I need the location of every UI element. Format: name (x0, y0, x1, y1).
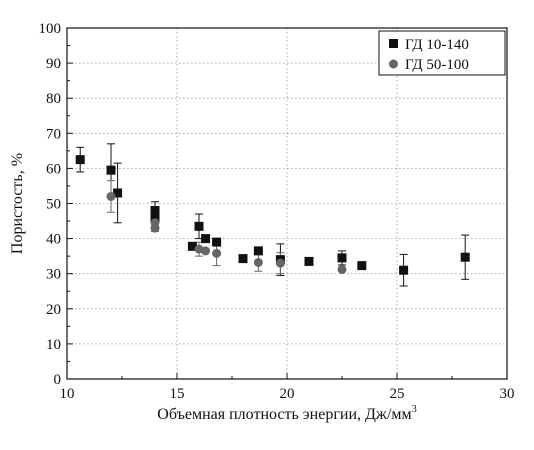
data-point-gd-10-140 (113, 188, 123, 198)
data-point-gd-10-140 (357, 261, 367, 271)
x-axis-label: Объемная плотность энергии, Дж/мм3 (157, 404, 416, 423)
data-point-gd-50-100 (212, 248, 222, 258)
data-point-gd-10-140 (238, 254, 248, 264)
y-tick-label: 20 (46, 302, 61, 318)
data-point-gd-10-140 (460, 252, 470, 262)
grid-layer (67, 28, 507, 379)
legend-box (378, 30, 506, 76)
data-point-gd-50-100 (337, 264, 347, 274)
y-tick-label: 50 (46, 197, 61, 213)
data-point-gd-50-100 (150, 223, 160, 233)
data-point-gd-10-140 (106, 165, 116, 175)
data-point-gd-50-100 (106, 191, 116, 201)
data-point-gd-10-140 (201, 234, 211, 244)
legend-marker-circle (389, 59, 398, 69)
legend-marker-square (389, 39, 398, 48)
x-tick-label: 10 (60, 386, 75, 402)
y-tick-label: 80 (46, 91, 61, 107)
x-tick-label: 25 (390, 386, 405, 402)
data-point-gd-10-140 (75, 155, 85, 165)
y-tick-label: 70 (46, 126, 61, 142)
legend: ГД 10-140 ГД 50-100 (378, 30, 506, 76)
data-point-gd-10-140 (399, 265, 409, 275)
y-tick-label: 60 (46, 161, 61, 177)
data-point-gd-10-140 (150, 213, 160, 223)
y-tick-label: 90 (46, 56, 61, 72)
data-points (75, 155, 470, 275)
data-point-gd-10-140 (187, 241, 197, 251)
x-tick-label: 15 (170, 386, 185, 402)
data-point-gd-10-140 (253, 246, 263, 256)
data-point-gd-10-140 (212, 237, 222, 247)
data-point-gd-10-140 (337, 253, 347, 263)
y-tick-label: 10 (46, 337, 61, 353)
data-point-gd-50-100 (275, 258, 285, 268)
x-tick-label: 20 (280, 386, 295, 402)
y-tick-label: 0 (54, 372, 62, 388)
y-tick-label: 100 (39, 21, 62, 37)
data-point-gd-50-100 (253, 257, 263, 267)
data-point-gd-10-140 (194, 221, 204, 231)
y-tick-label: 30 (46, 267, 61, 283)
data-point-gd-50-100 (201, 246, 211, 256)
y-tick-label: 40 (46, 232, 61, 248)
legend-label-gd-50-100: ГД 50-100 (405, 57, 469, 73)
error-bars (76, 143, 470, 287)
x-tick-label: 30 (500, 386, 515, 402)
data-point-gd-10-140 (304, 256, 314, 266)
data-point-gd-10-140 (150, 206, 160, 216)
legend-label-gd-10-140: ГД 10-140 (405, 37, 469, 53)
y-axis-label: Пористость, % (9, 153, 26, 254)
